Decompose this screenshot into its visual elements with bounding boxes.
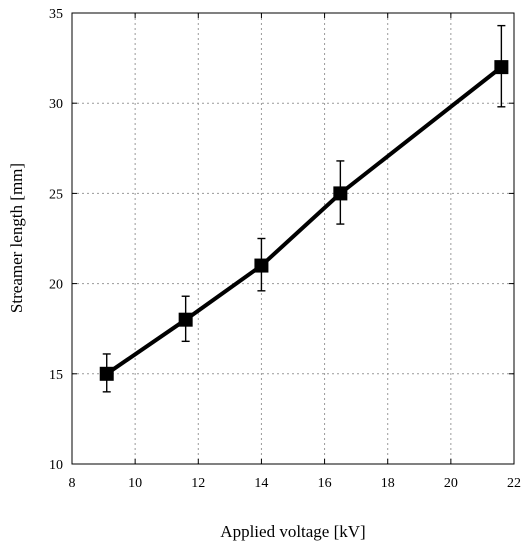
x-tick-labels: 8 10 12 14 16 18 20 22: [69, 476, 522, 491]
x-tick-label: 8: [69, 476, 76, 491]
x-tick-label: 22: [507, 476, 521, 491]
y-tick-label: 30: [49, 97, 63, 112]
x-tick-label: 18: [381, 476, 395, 491]
x-tick-label: 12: [191, 476, 205, 491]
x-tick-label: 10: [128, 476, 142, 491]
series: [99, 24, 509, 393]
data-point-marker: [333, 186, 348, 201]
x-tick-label: 16: [318, 476, 332, 491]
y-tick-label: 35: [49, 7, 63, 22]
data-point-marker: [99, 366, 114, 381]
y-tick-label: 25: [49, 187, 63, 202]
y-tick-label: 10: [49, 458, 63, 473]
x-tick-label: 14: [254, 476, 268, 491]
data-point-marker: [254, 258, 269, 273]
y-axis-title: Streamer length [mm]: [7, 163, 26, 313]
series-line: [104, 65, 504, 376]
plot-frame: [71, 12, 515, 465]
axis-ticks: [71, 12, 515, 465]
data-point-marker: [178, 312, 193, 327]
grid: [72, 13, 514, 464]
y-tick-label: 15: [49, 368, 63, 383]
y-tick-labels: 10 15 20 25 30 35: [49, 7, 63, 473]
y-tick-label: 20: [49, 278, 63, 293]
x-axis-title: Applied voltage [kV]: [220, 522, 365, 541]
data-point-marker: [494, 60, 509, 75]
x-tick-label: 20: [444, 476, 458, 491]
